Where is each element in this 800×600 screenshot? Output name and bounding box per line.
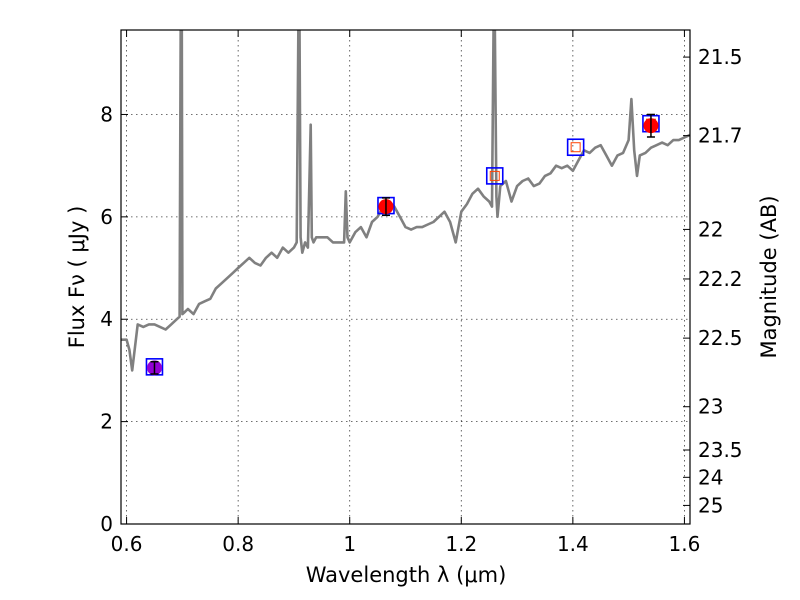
photometry-points [145, 113, 660, 376]
mag-tick-label: 23 [698, 395, 723, 419]
x-tick-label: 0.8 [222, 532, 254, 556]
x-tick-label: 0.6 [111, 532, 143, 556]
y-tick-label: 0 [100, 512, 113, 536]
y-tick-label: 2 [100, 410, 113, 434]
model-photometry-inner [489, 170, 500, 181]
y-tick-label: 4 [100, 307, 113, 331]
plot-frame [120, 29, 691, 525]
right-axis-label: Magnitude (AB) [757, 195, 781, 358]
y-axis-label: Flux Fν ( μJy ) [65, 206, 89, 349]
x-tick-label: 1 [343, 532, 356, 556]
mag-tick-label: 21.7 [698, 124, 743, 148]
mag-tick-label: 21.5 [698, 45, 743, 69]
mag-tick-label: 23.5 [698, 438, 743, 462]
x-tick-label: 1.2 [445, 532, 477, 556]
model-photometry-square [566, 138, 585, 157]
mag-tick-label: 24 [698, 465, 723, 489]
mag-tick-label: 25 [698, 493, 723, 517]
x-tick-label: 1.6 [669, 532, 701, 556]
mag-tick-label: 22.5 [698, 326, 743, 350]
model-photometry-square [485, 167, 504, 185]
x-axis-label: Wavelength λ (μm) [306, 563, 507, 587]
mag-tick-label: 22.2 [698, 267, 743, 291]
mag-tick-label: 22 [698, 217, 723, 241]
model-photometry-inner [570, 142, 581, 153]
axes: 0.6 0.8 1 1.2 1.4 1.60246821.521.72222.222.52… [100, 30, 743, 556]
model-spectrum-line [121, 30, 690, 372]
y-tick-label: 8 [100, 102, 113, 126]
grid-lines [121, 30, 690, 525]
x-tick-label: 1.4 [557, 532, 589, 556]
series [121, 30, 690, 372]
y-tick-label: 6 [100, 205, 113, 229]
